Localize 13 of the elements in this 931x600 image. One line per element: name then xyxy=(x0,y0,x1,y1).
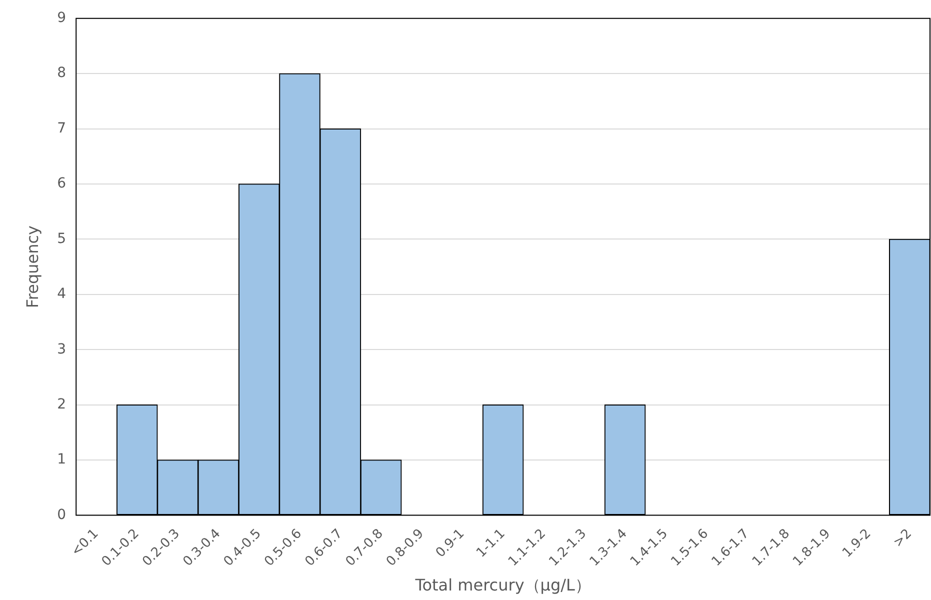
x-tick-label: >2 xyxy=(890,526,915,550)
y-tick-label: 9 xyxy=(57,10,66,26)
y-tick-label: 8 xyxy=(57,65,66,82)
y-tick-label: 5 xyxy=(57,230,66,247)
y-tick-label: 7 xyxy=(57,120,66,136)
y-tick-label: 3 xyxy=(57,341,66,358)
y-tick-label: 2 xyxy=(57,396,66,412)
y-tick-label: 1 xyxy=(57,452,66,468)
y-tick-label: 0 xyxy=(57,506,66,523)
x-axis-title: Total mercury（μg/L） xyxy=(414,576,591,595)
y-tick-label: 4 xyxy=(57,286,66,302)
y-tick-label: 6 xyxy=(57,176,66,192)
y-axis-title: Frequency xyxy=(22,225,42,308)
